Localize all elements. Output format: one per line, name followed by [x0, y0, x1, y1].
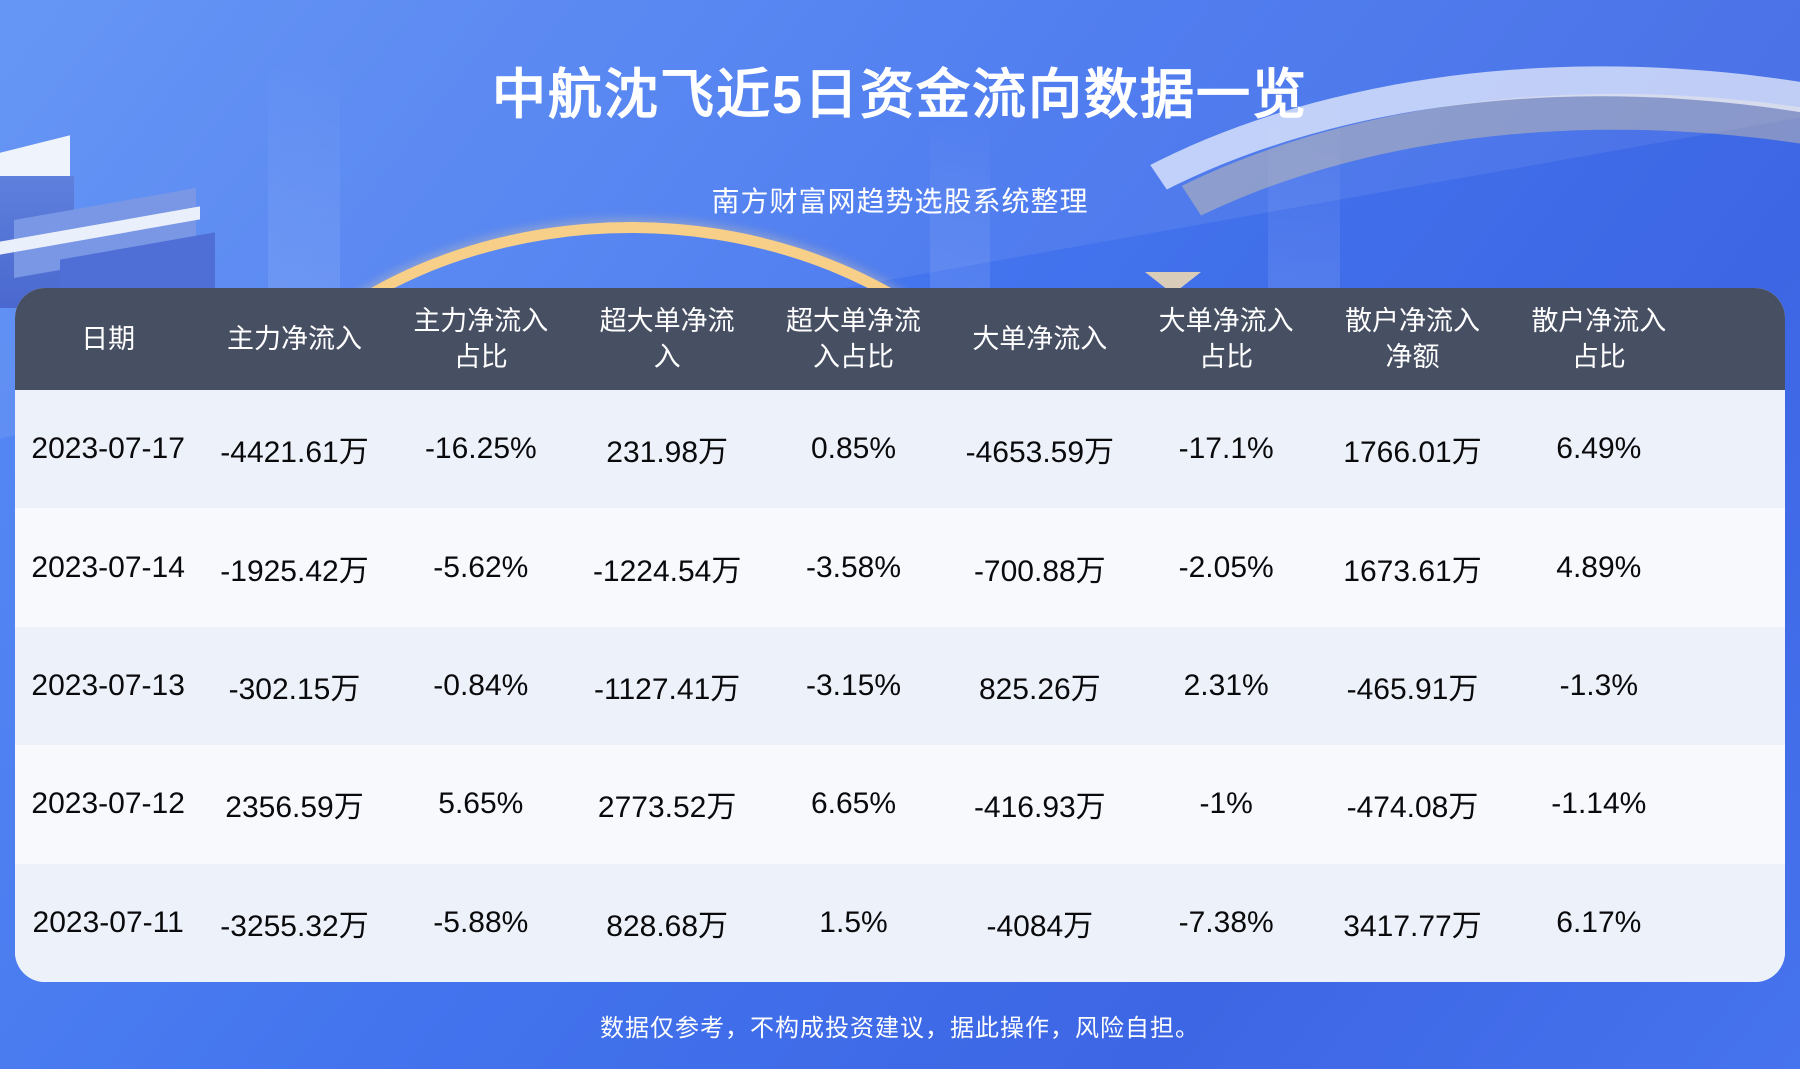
table-cell: -0.84% [433, 669, 529, 703]
table-cell: 2023-07-13 [31, 669, 185, 703]
table-cell: -4421.61万 [220, 436, 369, 470]
table-cell: -1925.42万 [220, 554, 369, 588]
table-cell: -465.91万 [1346, 673, 1479, 707]
table-cell: -3255.32万 [220, 909, 369, 943]
table-cell: -3.58% [805, 550, 902, 584]
table-cell: -1.3% [1559, 669, 1638, 703]
gold-arc-decoration [180, 222, 1082, 944]
table-cell: 825.26万 [978, 673, 1101, 707]
table-cell: -302.15万 [228, 673, 361, 707]
table-cell: 2023-07-11 [32, 905, 184, 939]
table-cell: -4084万 [986, 909, 1094, 943]
table-cell: -1.14% [1551, 787, 1647, 821]
table-cell: -17.1% [1178, 432, 1274, 466]
table-cell: -2.05% [1178, 550, 1274, 584]
table-cell: 1766.01万 [1343, 436, 1482, 470]
table-cell: 5.65% [438, 787, 524, 821]
header-date: 日期 [81, 323, 136, 354]
table-cell: -3.15% [805, 669, 902, 703]
fund-flow-table: S 南方财富网 outhmoney.com 日期 主力净流入 主力净流入 占比 … [15, 288, 1785, 982]
table-cell: 2023-07-17 [31, 432, 185, 466]
table-cell: 1.5% [819, 905, 888, 939]
table-cell: 2023-07-12 [31, 787, 185, 821]
table-cell: 0.85% [810, 432, 897, 466]
table-cell: -7.38% [1178, 905, 1274, 939]
table-row: 2023-07-17 -4421.61万 -16.25% 231.98万 0.8… [15, 390, 1785, 509]
table-row: 2023-07-12 2356.59万 5.65% 2773.52万 6.65%… [15, 745, 1785, 864]
table-cell: -700.88万 [973, 554, 1106, 588]
table-cell: 2356.59万 [225, 791, 364, 825]
table-cell: 4.89% [1556, 550, 1642, 584]
table-cell: 1673.61万 [1343, 554, 1482, 588]
header-retail-net-inflow-amount: 散户净流入 净额 [1344, 305, 1480, 372]
table-row: 2023-07-11 -3255.32万 -5.88% 828.68万 1.5%… [15, 863, 1785, 982]
header-main-net-inflow-pct: 主力净流入 占比 [413, 305, 549, 372]
table-cell: -474.08万 [1346, 791, 1479, 825]
table-cell: -4653.59万 [965, 436, 1115, 470]
table-cell: 6.17% [1556, 905, 1642, 939]
light-pillar [930, 120, 990, 290]
table-cell: 828.68万 [606, 909, 729, 943]
header-large-order-net-inflow-pct: 大单净流入 占比 [1158, 305, 1294, 372]
table-cell: -1% [1199, 787, 1253, 821]
header-xlarge-order-net-inflow: 超大单净流 入 [599, 305, 735, 372]
table-cell: -1224.54万 [592, 554, 742, 588]
header-main-net-inflow: 主力净流入 [226, 323, 362, 354]
table-cell: 6.49% [1556, 432, 1642, 466]
table-cell: 6.65% [810, 787, 897, 821]
table-cell: 2.31% [1183, 669, 1269, 703]
table-cell: -1127.41万 [594, 673, 741, 707]
table-cell: -5.88% [433, 905, 529, 939]
table-cell: -16.25% [424, 432, 537, 466]
header-xlarge-order-net-inflow-pct: 超大单净流 入占比 [785, 305, 921, 372]
header-retail-net-inflow-pct: 散户净流入 占比 [1531, 305, 1667, 372]
light-pillar [1268, 90, 1340, 290]
table-cell: -5.62% [433, 550, 529, 584]
header-large-order-net-inflow: 大单净流入 [972, 323, 1108, 354]
page-subtitle: 南方财富网趋势选股系统整理 [711, 186, 1089, 217]
table-cell: 2023-07-14 [31, 550, 185, 584]
table-cell: 3417.77万 [1343, 909, 1482, 943]
table-cell: 231.98万 [606, 436, 729, 470]
table-header-row: 日期 主力净流入 主力净流入 占比 超大单净流 入 超大单净流 入占比 大单净流… [15, 288, 1785, 390]
table-cell: 2773.52万 [597, 791, 737, 825]
building-blocks-illustration [0, 118, 280, 322]
table-row: 2023-07-13 -302.15万 -0.84% -1127.41万 -3.… [15, 626, 1785, 746]
disclaimer-text: 数据仅参考，不构成投资建议，据此操作，风险自担。 [600, 1015, 1200, 1042]
light-pillar [268, 60, 340, 290]
page-title: 中航沈飞近5日资金流向数据一览 [491, 65, 1309, 125]
table-cell: -416.93万 [973, 791, 1106, 825]
table-row: 2023-07-14 -1925.42万 -5.62% -1224.54万 -3… [15, 508, 1785, 627]
